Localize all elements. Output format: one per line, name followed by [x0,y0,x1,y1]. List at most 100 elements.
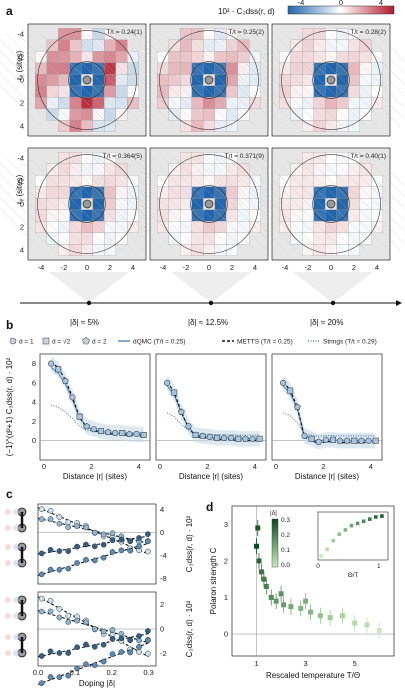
data-point [109,627,116,633]
colorbar-tick: 0.0 [281,562,290,569]
x-tick-label: 2 [321,462,325,471]
data-point [109,537,116,543]
data-point [136,649,142,655]
data-point-square [235,435,242,442]
y-tick-label: 0 [224,630,228,639]
site-diagram-neighbor [5,613,11,619]
map-grid-line [52,33,145,127]
inset-frame [317,511,389,561]
y-tick-label: -8 [160,574,167,583]
map-grid-line [116,157,210,251]
data-point [100,641,107,648]
y-axis-label: rᵧ (sites) [15,174,24,204]
distance-ring [312,185,350,223]
map-grid-line [192,33,286,127]
legend-label: dQMC (T/t = 0.25) [133,339,186,346]
data-point [281,602,287,608]
data-point [145,531,151,537]
correlation-map: T/t = 0.25(2) [70,23,348,137]
data-point [303,598,309,604]
strings-line [166,412,260,436]
x-tick-label: -2 [183,263,190,272]
site-diagram-neighbor [13,560,19,566]
data-point [56,514,63,520]
inset-point [355,521,360,526]
x-tick-label: 0 [207,263,211,272]
panel-c-letter: c [6,487,13,501]
map-grid-line [273,157,366,251]
map-grid-line [0,84,42,127]
data-point [145,650,151,657]
data-point-square [287,387,294,394]
data-point [317,613,323,619]
distance-ring [68,61,106,99]
map-grid-line [227,157,320,251]
y-axis-label: rᵧ (sites) [15,50,24,80]
map-grid-line [17,157,111,251]
x-tick-label: 4 [131,263,135,272]
data-point [38,571,45,578]
y-tick-label: 4 [160,505,164,514]
data-point-square [140,431,147,438]
data-point [83,556,89,563]
x-axis-label: Rescaled temperature T/Θ [266,671,360,680]
data-point-square [256,435,263,442]
map-grid-line [82,33,175,127]
doping-arrowhead [396,300,402,306]
data-point [145,548,151,555]
data-point [56,606,63,612]
data-point-circle [301,432,308,440]
data-point-square [97,428,104,435]
data-point [38,516,45,522]
y-tick-label: -4 [160,551,167,560]
map-grid-line [93,33,187,127]
y-tick-label: 0 [160,625,164,634]
map-grid-line [215,157,309,251]
map-grid-line [353,33,405,86]
map-grid-line [365,33,405,74]
y-tick-label: 4 [20,122,24,131]
x-tick-label: -2 [305,263,312,272]
x-tick-label: 2 [230,263,234,272]
legend-marker-circle [9,337,17,345]
colorbar-tick: 0.1 [281,547,290,554]
map-grid-line [250,157,343,251]
map-grid-line [174,157,267,251]
doping-label-3: |δ| ≈ 20% [310,318,343,327]
map-grid-line [17,33,111,127]
data-point [56,548,63,554]
data-point [109,651,116,657]
data-point [136,543,142,550]
map-grid-line [0,50,76,127]
data-point [65,612,72,619]
panel-b-letter: b [6,318,14,332]
doping-plot: 2 0 -2 [37,591,167,686]
map-grid-line [330,33,405,109]
map-grid-line [185,33,279,127]
map-grid-line [365,157,405,198]
data-point-circle [280,379,287,387]
map-grid-line [0,61,65,127]
site-diagram-neighbor [5,544,11,550]
map-grid-line [29,157,122,251]
inset-point [380,514,384,518]
map-grid-line [319,33,405,120]
map-grid-line [238,33,332,127]
inset-point [343,528,348,532]
doping-label-2: |δ| ≈ 12.5% [188,318,228,327]
x-tick-label: 0.3 [143,668,153,677]
doping-label-1: |δ| ≈ 5% [70,318,99,327]
map-grid-line [116,33,210,127]
data-point [109,549,116,555]
temperature-label: T/t = 0.364(5) [103,153,142,160]
panel-b-legend: d = 1 d = √2 d = 2 dQMC (T/t = 0.25) METTS (… [9,337,377,346]
data-point [256,558,262,564]
data-point [118,635,125,642]
inset-point [361,519,366,524]
map-grid-line [6,157,99,251]
distance-plot: 0 2 4 Distance |r| (sites) 0 2 4 6 8 (−1)^(d²+1) … [5,353,151,481]
data-point [327,615,333,621]
x-axis-label: Distance |r| (sites) [179,472,244,481]
data-point [145,628,151,634]
x-tick-label: 4 [253,462,257,471]
